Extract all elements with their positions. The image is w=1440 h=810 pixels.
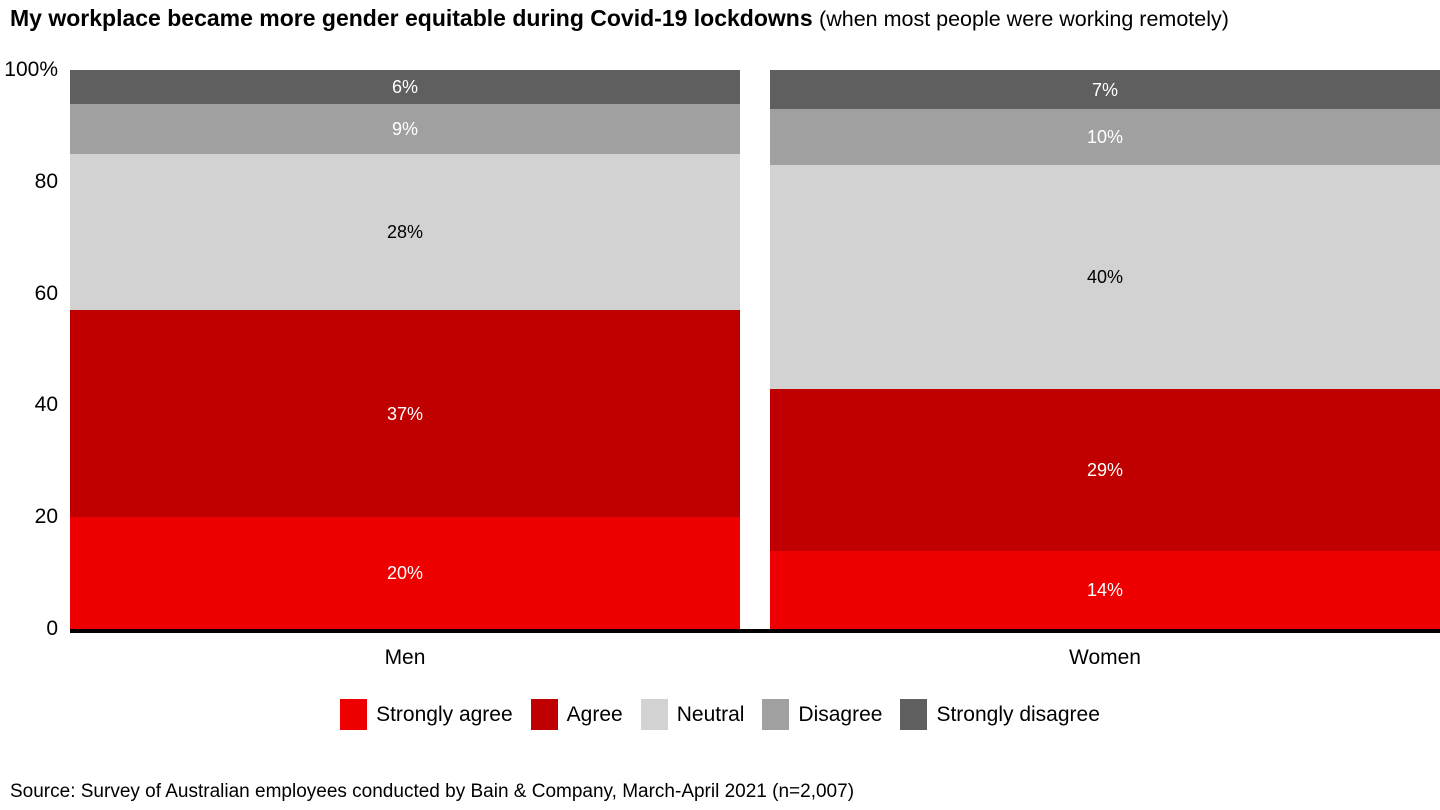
bar-segment-disagree: 9% xyxy=(70,103,740,154)
y-axis-tick-80: 80 xyxy=(34,169,58,193)
legend-swatch-disagree xyxy=(762,699,790,730)
y-axis: 0 20 40 60 80 100% xyxy=(0,0,58,810)
legend-label: Strongly agree xyxy=(376,702,513,726)
bar-segment-disagree: 10% xyxy=(770,109,1440,166)
chart-subtitle: (when most people were working remotely) xyxy=(819,7,1229,31)
y-axis-tick-40: 40 xyxy=(34,393,58,417)
legend-item-disagree: Disagree xyxy=(762,699,882,730)
segment-value-label: 9% xyxy=(391,118,418,139)
legend-item-strongly-agree: Strongly agree xyxy=(340,699,513,730)
segment-value-label: 6% xyxy=(391,76,418,97)
y-axis-tick-100: 100% xyxy=(4,58,58,81)
legend-item-strongly-disagree: Strongly disagree xyxy=(900,699,1100,730)
chart-title: My workplace became more gender equitabl… xyxy=(10,5,1229,32)
x-axis-line xyxy=(70,629,1440,633)
bar-segment-neutral: 40% xyxy=(770,165,1440,389)
y-axis-tick-60: 60 xyxy=(34,281,58,305)
segment-value-label: 7% xyxy=(1091,79,1118,100)
y-axis-tick-0: 0 xyxy=(46,617,58,640)
legend: Strongly agree Agree Neutral Disagree Strong… xyxy=(0,699,1440,730)
bar-segment-neutral: 28% xyxy=(70,153,740,311)
bar-women: 7% 10% 40% 29% 14% xyxy=(770,70,1440,629)
bar-segment-strongly-disagree: 7% xyxy=(770,70,1440,110)
segment-value-label: 37% xyxy=(386,403,424,424)
legend-label: Strongly disagree xyxy=(936,702,1100,726)
legend-label: Disagree xyxy=(798,702,883,726)
legend-item-neutral: Neutral xyxy=(640,699,745,730)
segment-value-label: 40% xyxy=(1086,266,1124,287)
legend-label: Neutral xyxy=(676,702,745,726)
bar-men: 6% 9% 28% 37% 20% xyxy=(70,70,740,629)
segment-value-label: 29% xyxy=(1086,459,1124,480)
bar-segment-strongly-disagree: 6% xyxy=(70,70,740,104)
legend-swatch-neutral xyxy=(640,699,668,730)
category-label-women: Women xyxy=(1069,646,1141,669)
source-note: Source: Survey of Australian employees c… xyxy=(10,781,855,802)
legend-swatch-strongly-agree xyxy=(340,699,368,730)
legend-label: Agree xyxy=(566,702,623,726)
legend-swatch-strongly-disagree xyxy=(900,699,928,730)
category-label-men: Men xyxy=(384,646,426,669)
legend-item-agree: Agree xyxy=(530,699,623,730)
segment-value-label: 14% xyxy=(1086,579,1124,600)
segment-value-label: 20% xyxy=(386,563,424,584)
bar-segment-agree: 29% xyxy=(770,388,1440,551)
bar-segment-agree: 37% xyxy=(70,310,740,518)
legend-swatch-agree xyxy=(530,699,558,730)
bar-segment-strongly-agree: 20% xyxy=(70,517,740,629)
y-axis-tick-20: 20 xyxy=(34,505,58,529)
segment-value-label: 28% xyxy=(386,222,424,243)
chart-title-main: My workplace became more gender equitabl… xyxy=(10,5,813,31)
segment-value-label: 10% xyxy=(1086,127,1124,148)
bar-segment-strongly-agree: 14% xyxy=(770,550,1440,629)
